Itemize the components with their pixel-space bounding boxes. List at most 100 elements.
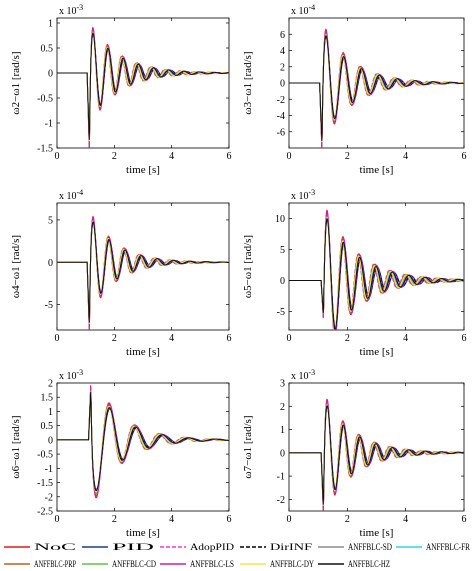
series-line-anffblc-hz (57, 221, 229, 323)
y-tick-label: -1.5 (37, 478, 53, 489)
series-line-anffblc-hz (57, 391, 229, 492)
y-tick-label: -2 (45, 492, 53, 503)
series-line-pid (289, 36, 464, 140)
axes-box (288, 382, 465, 512)
exponent-label: x 10-4 (59, 188, 83, 202)
legend-item-anffblc-dy: ANFFBLC-DY (240, 559, 314, 569)
legend-item-pid: PID (82, 542, 155, 552)
axes-box (56, 17, 230, 149)
y-axis-label: ω4−ω1 [rad/s] (10, 235, 22, 298)
x-tick-label: 0 (287, 333, 292, 344)
series-line-anffblc-hz (289, 218, 464, 330)
series-line-noc (289, 398, 464, 511)
legend-label: AdopPID (190, 542, 235, 552)
legend-item-anffblc-hz: ANFFBLC-HZ (318, 559, 390, 569)
series-line-adoppid (57, 218, 229, 328)
y-tick-label: 1 (280, 425, 285, 436)
y-tick-label: 10 (275, 214, 285, 225)
axes-box (56, 202, 230, 331)
x-tick-label: 2 (112, 151, 117, 162)
exponent-label: x 10-3 (291, 188, 315, 202)
y-tick-label: 0 (280, 448, 285, 459)
x-tick-label: 2 (112, 514, 117, 525)
series-line-anffblc-cd (289, 403, 464, 507)
series-line-pid (57, 222, 229, 322)
x-tick-label: 6 (227, 514, 232, 525)
x-axis-label: time [s] (126, 346, 160, 358)
series-line-anffblc-dy (289, 403, 464, 506)
series-line-anffblc-sd (57, 220, 229, 325)
legend-label: PID (112, 542, 155, 552)
series-line-anffblc-ls (57, 216, 229, 330)
series-line-adoppid (289, 31, 464, 146)
legend: NoC PID AdopPID DirINF ANFFBLC-SD ANFFBLC-FR A… (4, 542, 470, 569)
x-tick-label: 0 (55, 333, 60, 344)
x-tick-label: 4 (169, 151, 174, 162)
y-tick-label: -0.5 (37, 94, 53, 105)
subplot-2: 0 2 4 6 -6 -4 -2 0 2 4 6 x 10-4 time [s] ω3−ω1 [rad/s… (242, 3, 467, 176)
axes-box (56, 382, 230, 512)
x-tick-label: 2 (345, 514, 350, 525)
series-line-anffblc-cd (289, 33, 464, 144)
x-tick-label: 2 (345, 333, 350, 344)
x-tick-label: 4 (169, 514, 174, 525)
x-axis-label: time [s] (360, 164, 394, 176)
y-tick-label: -2 (277, 495, 285, 506)
y-tick-label: -0.5 (37, 450, 53, 461)
y-tick-label: 0.5 (41, 44, 54, 55)
legend-item-anffblc-fr: ANFFBLC-FR (396, 542, 470, 552)
y-tick-label: 5 (48, 215, 53, 226)
legend-label: ANFFBLC-LS (190, 559, 234, 569)
y-tick-label: -1 (45, 464, 53, 475)
legend-item-adoppid: AdopPID (160, 542, 235, 552)
y-tick-label: 4 (280, 46, 285, 57)
series-line-anffblc-cd (57, 30, 229, 143)
legend-item-anffblc-ls: ANFFBLC-LS (160, 559, 234, 569)
series-line-anffblc-prp (57, 217, 229, 328)
x-tick-label: 6 (227, 333, 232, 344)
series-line-anffblc-fr (57, 30, 229, 144)
y-axis-label: ω2−ω1 [rad/s] (10, 51, 22, 114)
x-tick-label: 0 (55, 151, 60, 162)
legend-item-anffblc-sd: ANFFBLC-SD (318, 542, 392, 552)
x-tick-label: 6 (227, 151, 232, 162)
y-tick-label: 2 (280, 62, 285, 73)
y-tick-label: -1 (277, 472, 285, 483)
y-tick-label: 5 (280, 245, 285, 256)
legend-label: ANFFBLC-CD (112, 559, 156, 569)
series-line-anffblc-sd (289, 403, 464, 507)
exponent-label: x 10-3 (59, 3, 83, 17)
legend-label: ANFFBLC-PRP (34, 559, 76, 569)
x-axis-label: time [s] (126, 164, 160, 176)
series-line-noc (57, 26, 229, 148)
y-tick-label: -1 (45, 119, 53, 130)
x-tick-label: 2 (345, 151, 350, 162)
series-line-anffblc-dy (57, 31, 229, 142)
series-line-anffblc-dy (289, 33, 464, 143)
y-tick-label: 1 (48, 19, 53, 30)
exponent-label: x 10-3 (59, 368, 83, 382)
legend-item-anffblc-prp: ANFFBLC-PRP (4, 559, 76, 569)
subplot-1: 0 2 4 6 -1.5 -1 -0.5 0 0.5 1 x 10-3 time [s] ω2−ω1 [… (10, 3, 232, 176)
x-tick-label: 4 (403, 151, 408, 162)
series-line-anffblc-prp (289, 400, 464, 510)
series-line-anffblc-fr (57, 219, 229, 326)
subplot-6: 0 2 4 6 -2 -1 0 1 2 3 x 10-3 time [s] ω7−ω1 [rad/s] (242, 368, 467, 538)
series-line-anffblc-hz (289, 35, 464, 141)
y-tick-label: 0 (280, 79, 285, 90)
y-tick-label: -1.5 (37, 144, 53, 155)
y-tick-label: -2.5 (37, 507, 53, 518)
subplot-5: 0 2 4 6 -2.5 -2 -1.5 -1 -0.5 0 0.5 1 1.5 2 x 10-3 time … (10, 368, 232, 538)
series-line-anffblc-hz (57, 32, 229, 140)
x-tick-label: 0 (287, 514, 292, 525)
series-line-anffblc-fr (289, 32, 464, 144)
series-line-adoppid (289, 401, 464, 509)
series-line-adoppid (289, 212, 464, 330)
legend-label: ANFFBLC-SD (348, 542, 392, 552)
y-tick-label: -5 (277, 307, 285, 318)
series-line-dirinf (289, 404, 464, 506)
x-tick-label: 4 (403, 514, 408, 525)
series-line-anffblc-ls (289, 29, 464, 148)
y-tick-label: 2 (48, 379, 53, 390)
y-tick-label: -6 (277, 127, 285, 138)
